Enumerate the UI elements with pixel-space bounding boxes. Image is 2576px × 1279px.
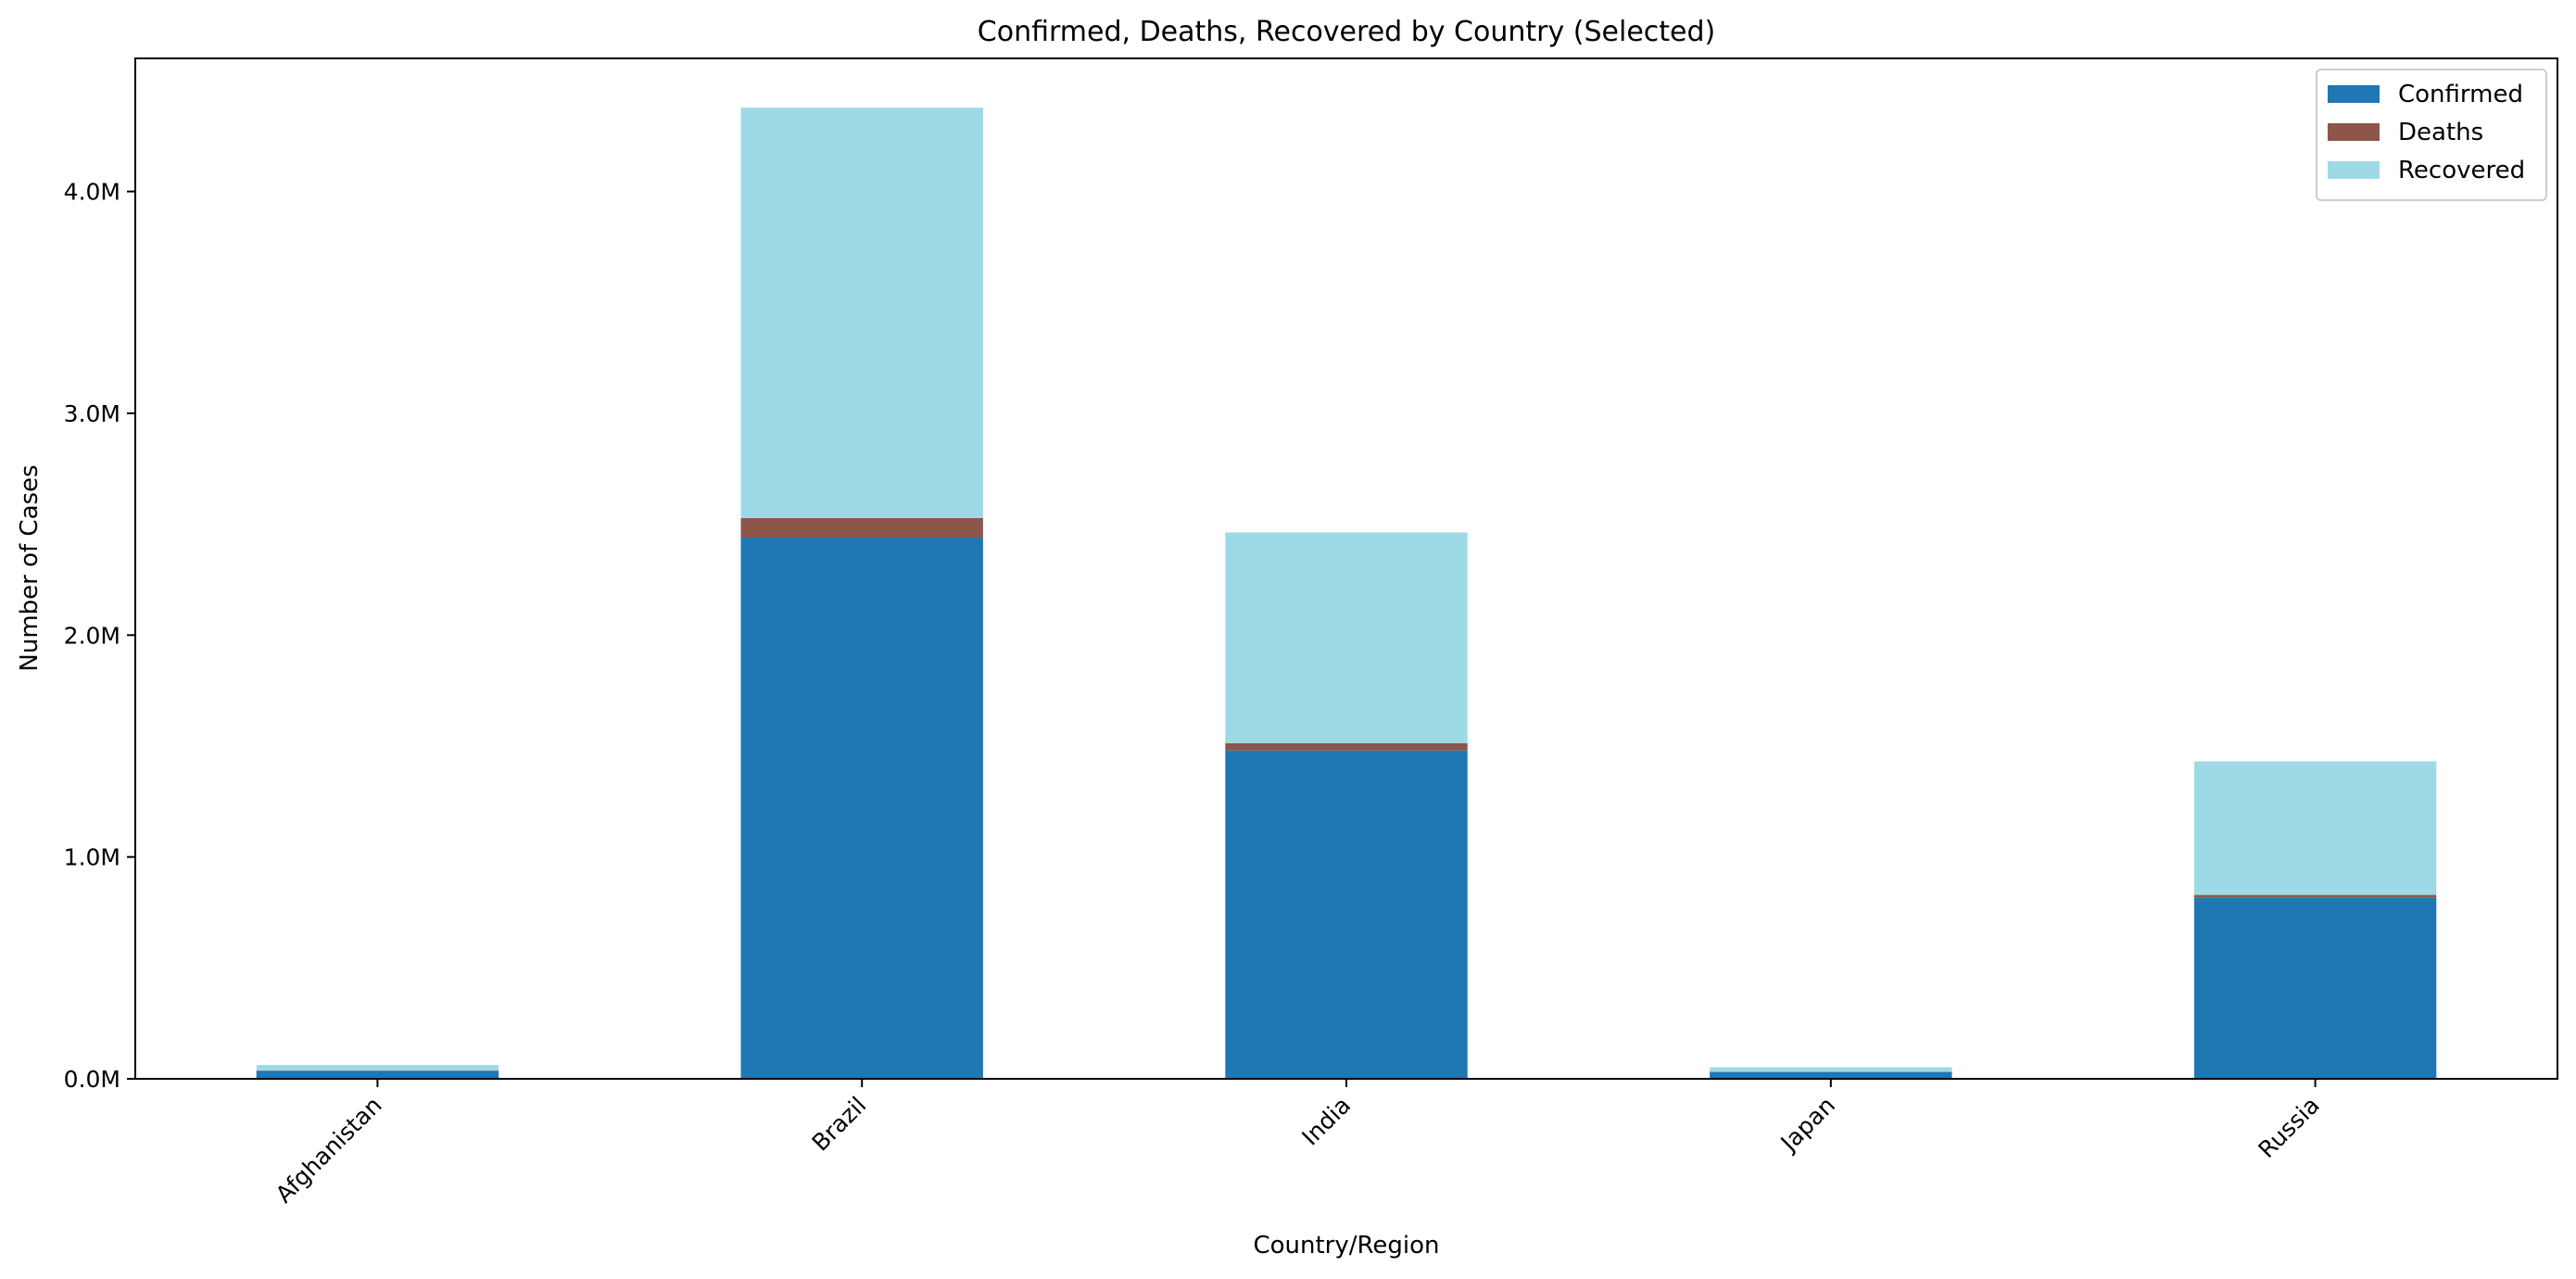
x-tick-label: Russia bbox=[2253, 1092, 2324, 1163]
bar-confirmed-brazil bbox=[740, 537, 983, 1079]
bar-deaths-brazil bbox=[740, 517, 983, 538]
legend: Confirmed Deaths Recovered bbox=[2316, 69, 2547, 201]
x-tick-label: Afghanistan bbox=[271, 1092, 387, 1209]
bar-deaths-russia bbox=[2193, 894, 2437, 898]
bar-recovered-india bbox=[1225, 532, 1468, 743]
x-tick-label: Japan bbox=[1774, 1092, 1840, 1158]
legend-swatch-recovered bbox=[2328, 161, 2380, 179]
legend-label-deaths: Deaths bbox=[2398, 119, 2483, 146]
bar-confirmed-india bbox=[1225, 750, 1468, 1079]
y-tick-label: 1.0M bbox=[64, 844, 120, 871]
y-axis: 0.0M 1.0M 2.0M 3.0M 4.0M bbox=[64, 179, 135, 1093]
chart-title: Confirmed, Deaths, Recovered by Country … bbox=[978, 16, 1715, 48]
bar-recovered-russia bbox=[2193, 761, 2437, 895]
x-tick-label: India bbox=[1296, 1092, 1356, 1151]
x-axis: Afghanistan Brazil India Japan Russia bbox=[271, 1079, 2325, 1208]
legend-swatch-confirmed bbox=[2328, 85, 2380, 103]
y-tick-label: 4.0M bbox=[64, 179, 120, 206]
x-tick-label: Brazil bbox=[807, 1092, 872, 1157]
bar-recovered-afghanistan bbox=[256, 1065, 499, 1071]
bar-confirmed-japan bbox=[1710, 1071, 1952, 1079]
bar-deaths-india bbox=[1225, 742, 1468, 751]
bar-recovered-brazil bbox=[740, 108, 983, 518]
legend-label-confirmed: Confirmed bbox=[2398, 81, 2523, 108]
y-tick-label: 0.0M bbox=[64, 1066, 120, 1093]
bar-confirmed-russia bbox=[2193, 897, 2437, 1079]
y-tick-label: 3.0M bbox=[64, 400, 120, 427]
x-axis-label: Country/Region bbox=[1253, 1232, 1439, 1260]
y-axis-label: Number of Cases bbox=[16, 464, 44, 671]
y-tick-label: 2.0M bbox=[64, 622, 120, 649]
bar-recovered-japan bbox=[1710, 1067, 1952, 1072]
bar-confirmed-afghanistan bbox=[256, 1070, 499, 1079]
bars bbox=[256, 108, 2437, 1079]
legend-label-recovered: Recovered bbox=[2398, 157, 2525, 184]
legend-swatch-deaths bbox=[2328, 123, 2380, 141]
